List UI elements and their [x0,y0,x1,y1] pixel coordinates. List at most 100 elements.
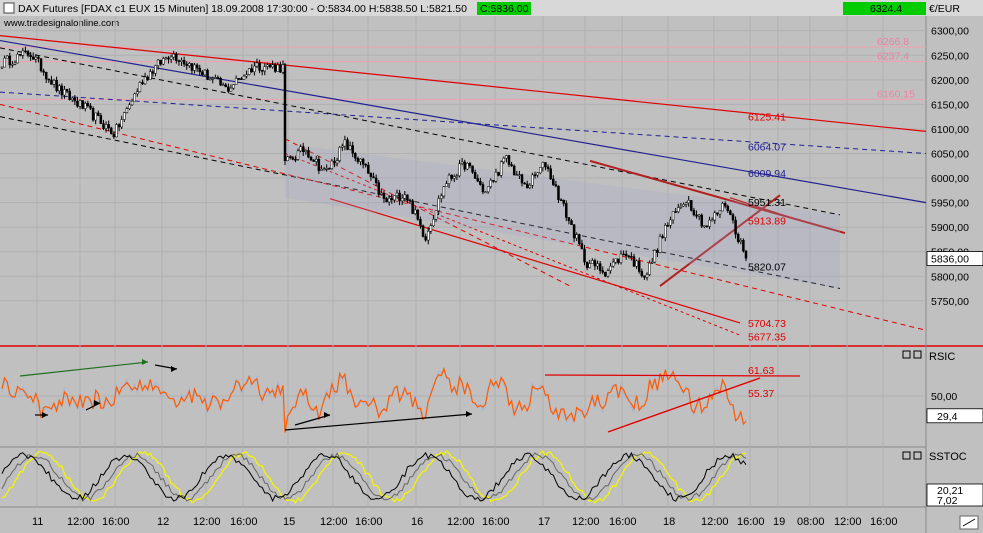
candle-body [8,55,12,66]
candle-body [169,56,173,60]
candle-body [624,253,628,257]
close-value-badge [477,2,531,15]
candle-body [437,198,440,211]
top-value: 6324.4 [870,3,902,15]
price-tick-label: 6050,00 [931,148,969,160]
candle-body [697,214,701,217]
candle-body [211,78,214,80]
candle-body [372,176,375,179]
time-tick-label: 12:00 [447,516,475,528]
rsi-annotation: 55.37 [748,388,774,400]
stoch-maximize-icon[interactable] [902,451,911,460]
price-tick-label: 6200,00 [931,75,969,87]
candle-body [716,212,719,215]
candle-body [286,156,289,162]
candle-body [224,84,228,88]
rsi-value-label: 29,4 [937,411,958,423]
candle-body [341,145,344,148]
candle-body [317,158,321,171]
candle-body [346,139,349,150]
rsi-maximize-icon[interactable] [902,350,911,359]
time-tick-label: 16:00 [737,516,765,528]
rsi-annotation: 61.63 [748,365,774,377]
candle-body [198,67,201,73]
candle-body [450,174,453,179]
candle-body [416,209,420,220]
candle-body [117,124,121,128]
candle-body [406,194,409,201]
candle-body [736,233,740,242]
candle-body [664,225,667,238]
candle-body [585,261,589,268]
time-tick-label: 16:00 [609,516,637,528]
candle-body [68,90,71,100]
candle-body [559,199,563,201]
top-value-badge [843,2,926,15]
candle-body [245,74,248,77]
candle-body [578,234,581,244]
candle-body [510,164,513,167]
candle-body [333,160,336,164]
black-divergence-arrow [284,413,473,431]
candle-body [364,164,367,166]
candle-body [242,75,246,80]
candle-body [614,258,618,263]
time-tick-label: 12:00 [701,516,729,528]
candle-body [31,56,35,60]
candle-body [185,63,188,66]
rsi-value-tag [926,408,983,424]
candle-body [232,84,235,89]
candle-body [3,57,6,68]
candle-body [447,174,451,184]
candle-body [695,214,698,217]
resize-icon [962,518,976,527]
short-arrow-b-head [94,400,100,406]
stoch-close-icon[interactable] [913,451,922,460]
candle-body [575,234,578,239]
chart-type-icon[interactable] [3,2,15,14]
candle-body [84,103,87,109]
candle-body [180,59,183,62]
candle-body [552,178,555,185]
candle-body [390,198,394,201]
candle-body [393,195,396,201]
candle-body [78,100,82,107]
price-tick-label: 6300,00 [931,26,969,38]
candle-body [172,53,175,58]
candle-body [471,165,474,173]
candle-body [434,210,438,220]
candle-body [102,123,105,129]
candle-body [247,68,251,75]
candle-body [60,85,64,96]
candle-body [468,162,472,167]
candle-body [445,183,448,187]
green-divergence-arrow-head [142,359,148,365]
candle-body [635,260,638,267]
candle-body [489,180,493,187]
candle-body [505,155,508,159]
candle-body [541,162,545,168]
candle-body [619,253,623,263]
rsi-close-icon[interactable] [913,350,922,359]
descending-triangle-top [589,159,846,235]
candle-body [263,66,267,72]
time-tick-label: 16 [411,516,423,528]
candle-body [34,56,38,60]
candle-body [622,253,625,256]
candle-body [611,261,615,267]
candle-body [162,58,165,65]
line-value-label: 5820.07 [748,261,786,273]
time-tick-label: 17 [538,516,550,528]
candle-body [661,236,664,238]
time-tick-label: 12:00 [572,516,600,528]
candle-body [596,263,599,267]
candle-body [648,262,651,275]
triangle-apex-line [729,197,791,218]
candle-body [518,174,521,176]
candle-body [374,177,378,183]
candle-body [309,156,313,161]
stoch-value-label: 7,02 [937,495,958,507]
candle-body [182,59,186,65]
